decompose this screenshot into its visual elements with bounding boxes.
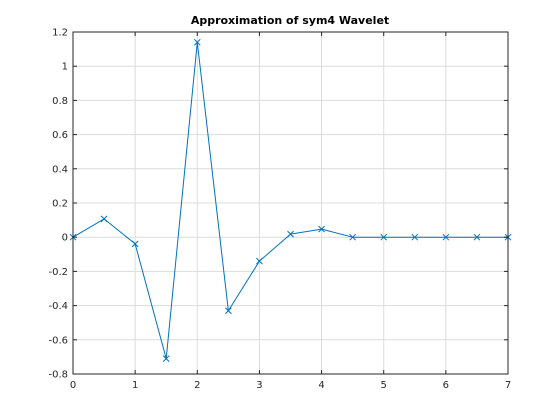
- data-point-marker-stroke: [193, 38, 201, 46]
- data-point-marker-stroke: [380, 233, 388, 241]
- data-point-marker-stroke: [287, 230, 294, 238]
- y-tick-label: 0.6: [52, 130, 68, 141]
- y-tick-label: 0.4: [52, 164, 68, 175]
- data-point: [100, 215, 108, 223]
- data-point-marker-stroke: [131, 240, 139, 248]
- y-tick-label: 1: [62, 62, 68, 73]
- data-point: [287, 230, 294, 238]
- y-tick-label: -0.8: [48, 370, 68, 381]
- y-tick-label: 0.8: [52, 96, 68, 107]
- y-tick-label: 1.2: [52, 28, 68, 39]
- y-tick-label: 0: [62, 233, 68, 244]
- data-point-marker-stroke: [349, 233, 356, 241]
- x-tick-label: 0: [70, 380, 76, 391]
- x-tick-label: 1: [132, 380, 138, 391]
- y-tick-label: -0.2: [48, 267, 68, 278]
- data-point-marker-stroke: [411, 233, 419, 241]
- data-point: [380, 233, 388, 241]
- data-point: [349, 233, 356, 241]
- chart-title: Approximation of sym4 Wavelet: [191, 14, 389, 27]
- data-point-marker-stroke: [100, 215, 108, 223]
- y-tick-label: 0.2: [52, 199, 68, 210]
- data-point: [318, 225, 325, 233]
- data-point: [411, 233, 419, 241]
- plot-area: 0 1 2 3 4 5 6 7 -0.8 -0.6 -0.4 -0.2 0 0.2 0.4 0.6 0.8 1 1.…: [48, 28, 512, 392]
- data-point-marker-stroke: [318, 225, 325, 233]
- data-point: [473, 233, 481, 241]
- series-layer: [69, 38, 512, 362]
- ticks: 0 1 2 3 4 5 6 7 -0.8 -0.6 -0.4 -0.2 0 0.2 0.4 0.6 0.8 1 1.…: [48, 28, 511, 392]
- x-tick-label: 6: [443, 380, 449, 391]
- y-tick-label: -0.6: [48, 335, 68, 346]
- data-point-marker-stroke: [473, 233, 481, 241]
- data-point: [442, 233, 450, 241]
- data-point-marker-stroke: [162, 355, 170, 362]
- y-tick-label: -0.4: [48, 301, 68, 312]
- x-tick-label: 2: [194, 380, 200, 391]
- data-point: [225, 307, 232, 315]
- data-point: [131, 240, 139, 248]
- x-tick-label: 5: [381, 380, 387, 391]
- data-point: [193, 38, 201, 46]
- x-tick-label: 3: [256, 380, 262, 391]
- data-point-marker-stroke: [225, 307, 232, 315]
- data-point: [162, 355, 170, 362]
- x-tick-label: 4: [318, 380, 324, 391]
- data-point: [256, 257, 263, 265]
- data-point-marker-stroke: [256, 257, 263, 265]
- x-tick-label: 7: [505, 380, 511, 391]
- data-point-marker-stroke: [442, 233, 450, 241]
